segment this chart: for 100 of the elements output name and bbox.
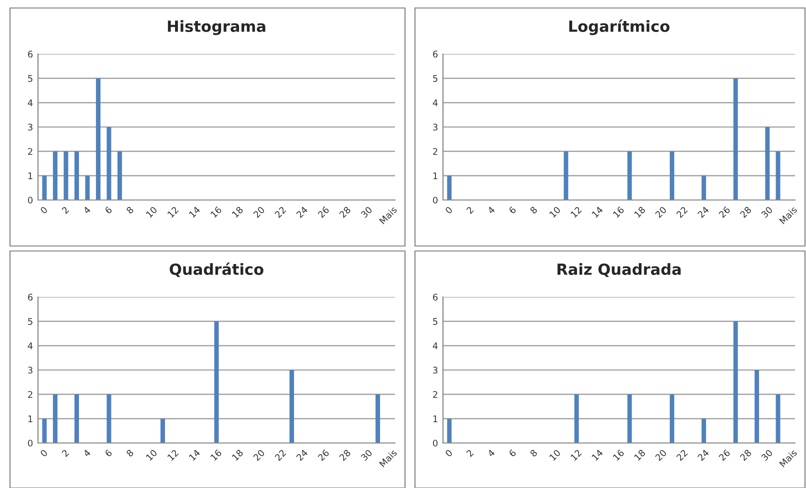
bar xyxy=(74,394,79,443)
y-tick-label: 6 xyxy=(28,50,33,58)
bar xyxy=(117,151,122,200)
x-tick-label: 14 xyxy=(592,206,604,218)
x-tick-label: 20 xyxy=(252,449,265,462)
x-tick-label: 30 xyxy=(760,206,773,218)
chart-title: Histograma xyxy=(168,20,266,36)
x-tick-label: 24 xyxy=(296,449,308,462)
y-tick-label: 2 xyxy=(433,391,438,398)
bar xyxy=(42,418,47,443)
bar xyxy=(214,321,219,443)
x-tick-label: 12 xyxy=(167,449,179,461)
x-tick-label: 8 xyxy=(530,449,538,458)
x-tick-label: 26 xyxy=(317,206,330,218)
y-tick-label: 4 xyxy=(432,342,438,350)
bar xyxy=(64,151,68,200)
x-tick-label: 18 xyxy=(232,206,244,218)
x-tick-label: 12 xyxy=(167,206,179,218)
y-tick-label: 5 xyxy=(28,318,32,325)
y-tick-label: 4 xyxy=(28,100,33,106)
x-tick-label: 4 xyxy=(487,206,496,214)
y-tick-label: 1 xyxy=(433,172,438,180)
x-tick-label: 8 xyxy=(126,206,134,214)
x-tick-label: 22 xyxy=(274,206,286,218)
y-tick-label: 3 xyxy=(433,124,438,131)
y-tick-label: 6 xyxy=(433,50,438,58)
x-tick-label: 26 xyxy=(317,449,330,462)
bar xyxy=(74,151,79,200)
x-tick-label: 8 xyxy=(530,206,538,214)
x-tick-label: 6 xyxy=(508,206,516,214)
chart-title: Quadrático xyxy=(170,262,264,278)
y-tick-label: 4 xyxy=(432,100,438,106)
bar xyxy=(765,127,770,200)
bar xyxy=(733,78,738,200)
bar xyxy=(85,176,90,200)
x-tick-label: 22 xyxy=(676,206,688,218)
x-tick-label: 2 xyxy=(466,449,474,457)
y-tick-label: 1 xyxy=(433,416,438,422)
x-tick-label: 6 xyxy=(508,449,516,458)
bar xyxy=(160,418,165,443)
x-tick-label: 28 xyxy=(338,449,352,462)
y-tick-label: 0 xyxy=(432,440,438,447)
bar xyxy=(52,394,58,443)
y-tick-label: 0 xyxy=(28,440,33,447)
x-tick-label: 16 xyxy=(612,449,625,461)
bar xyxy=(702,176,706,200)
bar xyxy=(574,394,579,443)
x-tick-label: 14 xyxy=(592,449,604,461)
x-tick-label: 14 xyxy=(188,449,200,461)
x-tick-label: 10 xyxy=(549,449,561,461)
x-tick-label: 0 xyxy=(40,206,48,214)
x-tick-label: 30 xyxy=(360,449,373,462)
y-tick-label: 5 xyxy=(433,75,438,82)
y-tick-label: 6 xyxy=(433,294,438,301)
x-tick-label: 10 xyxy=(549,206,561,218)
x-tick-label: 26 xyxy=(718,206,731,218)
x-tick-label: 18 xyxy=(232,449,244,461)
x-tick-label: 16 xyxy=(210,206,222,218)
x-tick-label: 0 xyxy=(444,206,453,214)
bar xyxy=(447,176,452,200)
x-tick-label: 20 xyxy=(654,206,667,218)
x-tick-label: 2 xyxy=(61,449,70,457)
bar xyxy=(776,394,780,443)
y-tick-label: 3 xyxy=(433,366,438,374)
x-tick-label: 4 xyxy=(82,206,91,214)
y-tick-label: 0 xyxy=(28,196,33,204)
x-tick-label: 10 xyxy=(146,206,158,218)
x-tick-label: 22 xyxy=(676,449,688,462)
x-tick-label: 8 xyxy=(126,449,134,458)
x-tick-label: 20 xyxy=(654,449,667,462)
x-tick-label: 28 xyxy=(338,206,352,218)
bar xyxy=(627,394,632,443)
x-tick-label: 24 xyxy=(697,449,710,462)
bar xyxy=(733,321,738,443)
y-tick-label: 1 xyxy=(28,416,32,422)
bar xyxy=(447,418,452,443)
x-tick-label: 28 xyxy=(740,206,752,218)
y-tick-label: 0 xyxy=(432,196,438,204)
x-tick-label: 10 xyxy=(146,449,158,461)
chart-title: Raiz Quadrada xyxy=(558,263,681,278)
x-tick-label: 0 xyxy=(40,449,48,458)
x-tick-label: 16 xyxy=(210,449,222,461)
y-tick-label: 6 xyxy=(28,294,33,301)
bar xyxy=(290,370,294,443)
x-tick-label: 12 xyxy=(570,206,582,218)
bar xyxy=(376,394,380,443)
bar xyxy=(627,151,632,200)
y-tick-label: 5 xyxy=(28,75,32,82)
x-tick-label: 14 xyxy=(188,206,200,218)
y-tick-label: 5 xyxy=(433,318,438,325)
x-tick-label: 30 xyxy=(360,206,373,218)
bar xyxy=(96,78,100,200)
x-tick-label: 2 xyxy=(466,206,474,214)
x-tick-label: 12 xyxy=(570,449,582,461)
y-tick-label: 4 xyxy=(28,342,33,350)
bar xyxy=(52,151,58,200)
x-tick-label: 16 xyxy=(612,206,625,218)
y-tick-label: 2 xyxy=(28,148,32,155)
y-tick-label: 1 xyxy=(28,172,32,180)
x-tick-label: 24 xyxy=(697,206,710,218)
